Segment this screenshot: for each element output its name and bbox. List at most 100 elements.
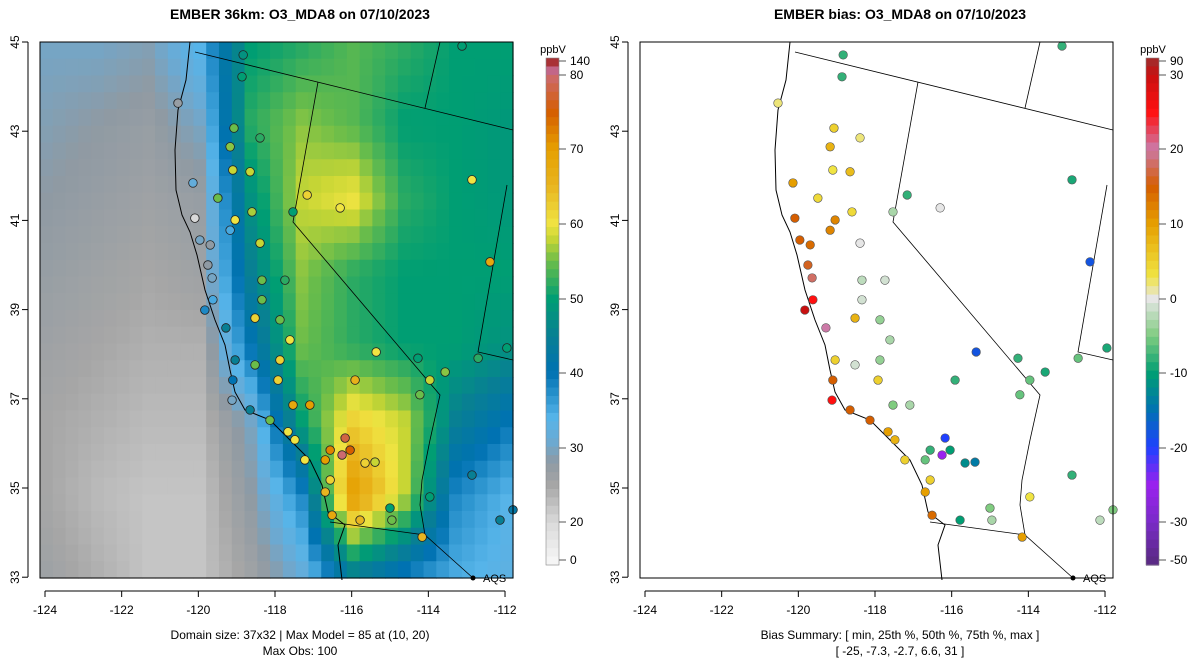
obs-station-point [205,240,215,250]
colorbar-tick-label: 80 [570,68,584,82]
colorbar-swatch [546,488,559,498]
model-grid-cell [155,343,169,361]
model-grid-cell [103,226,118,244]
model-grid-cell [397,343,412,361]
colorbar-swatch [546,303,559,313]
model-grid-cell [103,360,118,378]
colorbar-swatch [1146,125,1159,135]
colorbar-swatch [1146,319,1159,329]
model-grid-cell [65,176,79,194]
model-grid-cell [116,142,131,160]
model-grid-cell [91,444,105,462]
model-grid-cell [129,159,143,177]
model-grid-cell [78,226,92,244]
model-grid-cell [359,125,373,144]
model-grid-cell [397,326,412,345]
model-grid-cell [103,176,118,194]
model-grid-cell [142,477,156,495]
model-grid-cell [372,243,386,261]
bias-station-point [905,400,915,410]
coastline [174,41,346,581]
model-grid-cell [180,326,195,345]
model-grid-cell [91,125,105,144]
model-grid-cell [244,444,258,462]
model-grid-cell [474,92,489,110]
model-grid-cell [193,109,207,127]
model-grid-cell [91,159,105,177]
model-grid-cell [282,544,297,562]
model-grid-cell [142,360,156,378]
model-grid-cell [129,527,143,546]
model-grid-cell [474,159,489,177]
y-tick-label: 39 [608,303,622,317]
model-grid-cell [40,393,54,412]
model-grid-cell [52,192,67,211]
model-grid-cell [474,360,489,378]
model-grid-cell [436,326,450,345]
model-grid-cell [142,109,156,127]
model-grid-cell [500,142,514,160]
model-grid-cell [346,75,361,93]
model-grid-cell [65,410,79,428]
colorbar-swatch [1146,303,1159,313]
model-grid-cell [449,544,463,562]
model-grid-cell [91,310,105,328]
model-grid-cell [78,460,92,479]
colorbar-tick-label: 30 [1170,68,1184,82]
model-grid-cell [65,92,79,110]
model-grid-cell [180,192,195,211]
model-grid-cell [423,192,437,211]
model-grid-cell [257,511,271,529]
model-grid-cell [474,377,489,395]
model-grid-cell [359,343,373,361]
colorbar-swatch [1146,91,1159,101]
model-grid-cell [142,42,156,60]
colorbar-swatch [1146,142,1159,152]
model-grid-cell [449,109,463,127]
model-grid-cell [295,42,310,60]
colorbar-swatch [546,396,559,406]
model-grid-cell [155,410,169,428]
left-colorbar [546,58,559,566]
model-grid-cell [91,393,105,412]
y-tick-label: 43 [8,124,22,138]
colorbar-swatch [546,218,559,228]
model-grid-cell [423,444,437,462]
model-grid-cell [500,310,514,328]
model-grid-cell [282,477,297,495]
model-grid-cell [244,125,258,144]
obs-station-point [247,207,257,217]
obs-station-point [413,353,423,363]
model-grid-cell [40,410,54,428]
model-grid-cell [423,159,437,177]
obs-station-point [285,335,295,345]
model-grid-cell [155,527,169,546]
model-grid-cell [103,444,118,462]
model-grid-cell [129,259,143,278]
model-grid-cell [474,544,489,562]
model-grid-cell [334,293,348,311]
model-grid-cell [180,159,195,177]
model-grid-cell [116,42,131,60]
right-map-frame [639,41,1114,579]
colorbar-tick-label: 0 [1170,292,1177,306]
colorbar-swatch [1146,412,1159,422]
model-grid-cell [487,527,501,546]
model-grid-cell [487,293,501,311]
model-grid-cell [65,460,79,479]
model-grid-cell [346,142,361,160]
model-grid-cell [65,209,79,227]
colorbar-swatch [1146,218,1159,228]
model-grid-cell [282,511,297,529]
model-grid-cell [78,109,92,127]
model-grid-cell [461,125,476,144]
model-grid-cell [270,142,284,160]
model-grid-cell [116,393,131,412]
model-grid-cell [397,293,412,311]
model-grid-cell [436,460,450,479]
model-grid-cell [436,42,450,60]
model-grid-cell [436,377,450,395]
obs-station-point [320,487,330,497]
colorbar-unit-label: ppbV [1140,44,1166,56]
model-grid-cell [487,393,501,412]
